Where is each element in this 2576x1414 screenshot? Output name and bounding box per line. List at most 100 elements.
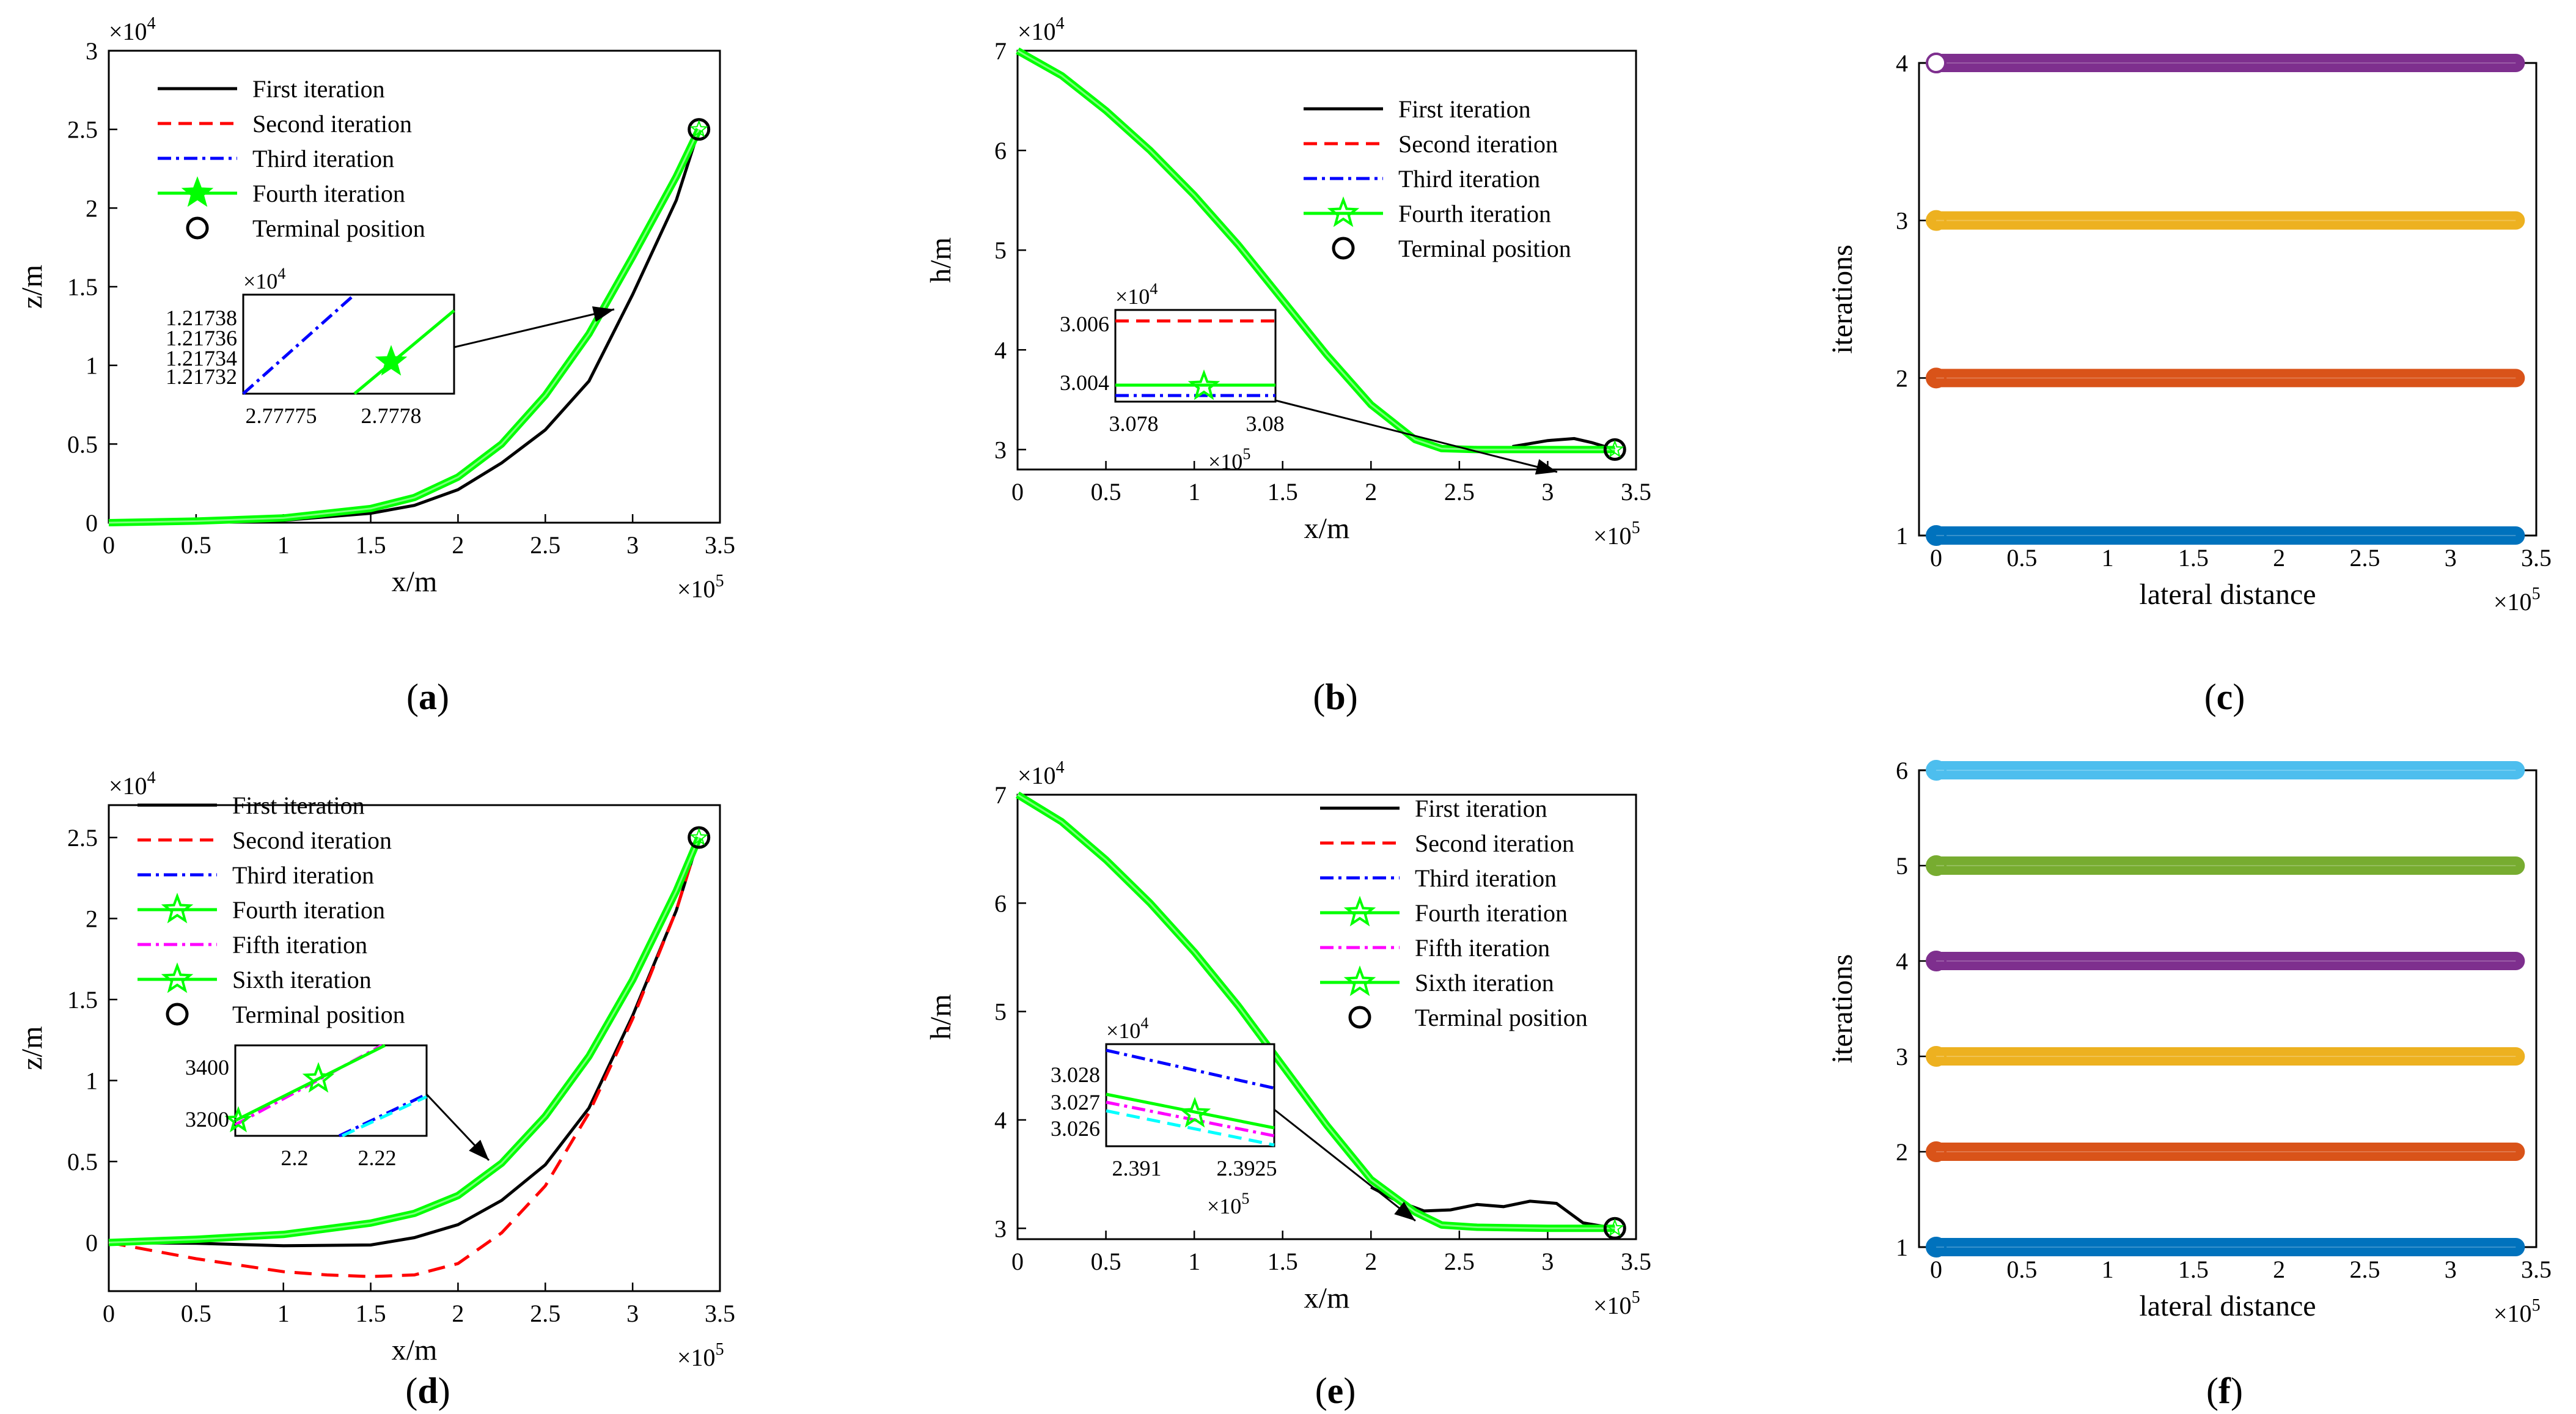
legend-entry: Third iteration [1415, 864, 1557, 892]
x-tick-label: 1 [2102, 1256, 2114, 1283]
x-tick-label: 0 [1930, 544, 1942, 572]
x-exponent-base: ×10 [677, 575, 716, 603]
x-tick-label: 2.5 [1444, 478, 1475, 506]
inset-y-tick-label: 1.21736 [166, 326, 237, 350]
inset-frame [1105, 1043, 1275, 1147]
legend-star-marker [161, 962, 194, 993]
legend-entry: First iteration [1398, 95, 1531, 123]
x-exponent: ×105 [677, 572, 724, 603]
series-line-highlight [108, 837, 700, 1243]
x-tick-label: 2 [1365, 478, 1377, 506]
x-tick-label: 1 [277, 531, 290, 559]
terminal-marker [1603, 438, 1626, 461]
legend-entry: First iteration [252, 75, 385, 103]
x-tick-label: 3.5 [1621, 478, 1651, 506]
legend-entry: Terminal position [1398, 235, 1571, 262]
y-tick-label: 7 [994, 781, 1007, 809]
y-exponent-base: ×10 [1018, 762, 1056, 789]
y-exponent-power: 4 [1056, 758, 1065, 777]
scatter-start-point [1926, 367, 1947, 389]
terminal-star [689, 828, 708, 845]
panel-b: 0 0.5 1 1.5 2 2.5 3 3.534567x/mh/m×105×104(b)Fi… [925, 14, 1651, 717]
x-tick-label: 2.5 [2349, 544, 2380, 572]
y-exponent-base: ×10 [109, 772, 147, 800]
inset-series-line [242, 293, 356, 395]
inset-frame [1114, 309, 1277, 403]
panel-label-open: ( [2204, 677, 2217, 717]
y-exponent: ×104 [1018, 758, 1065, 789]
panel-label: (e) [1315, 1371, 1356, 1411]
series-line-first-iteration [1512, 436, 1616, 451]
axes-frame [1016, 50, 1637, 471]
x-tick-label: 1.5 [356, 1300, 386, 1327]
x-tick-label: 1 [277, 1300, 290, 1327]
y-tick-label: 6 [994, 889, 1007, 917]
y-tick-label: 3 [86, 37, 98, 65]
y-tick-label: 6 [1896, 757, 1908, 784]
y-axis-label: z/m [16, 1026, 48, 1070]
inset-y-exponent: ×104 [243, 265, 285, 293]
y-tick-label: 1.5 [67, 986, 98, 1014]
scatter-row-iteration-4 [1926, 951, 2525, 971]
inset-y-exponent-power: 4 [1150, 280, 1158, 298]
inset-x-tick-label: 2.77775 [246, 403, 317, 428]
legend: First iteration Second iteration Third ite… [158, 75, 425, 242]
zoom-arrow-head [469, 1140, 489, 1160]
panel-e: 0 0.5 1 1.5 2 2.5 3 3.534567x/mh/m×105×104(e)Fi… [925, 758, 1651, 1411]
x-exponent-power: 5 [2532, 584, 2541, 603]
inset-star-marker [302, 1062, 335, 1093]
legend-star-marker [161, 893, 194, 924]
x-tick-label: 1 [1188, 1248, 1200, 1275]
inset-y-tick-label: 3.028 [1051, 1062, 1100, 1087]
inset-x-tick-label: 3.08 [1246, 411, 1285, 436]
y-tick-label: 2.5 [67, 116, 98, 144]
scatter-rows [1926, 53, 2525, 546]
panel-label: (c) [2204, 677, 2245, 717]
inset-y-exponent-base: ×10 [1115, 284, 1150, 309]
panel-label-letter: b [1325, 677, 1345, 717]
plot-lines [108, 118, 711, 526]
y-axis-label: iterations [1826, 245, 1859, 354]
y-axis-label: iterations [1826, 954, 1859, 1064]
inset-star-marker [375, 345, 408, 376]
panel-label-open: ( [405, 1371, 417, 1411]
panel-label-letter: a [419, 677, 437, 717]
panel-f: 0 0.5 1 1.5 2 2.5 3 3.5 1 2 3 4 5 6 lateral distance it… [1826, 757, 2552, 1411]
legend-star-marker [1327, 196, 1360, 227]
x-tick-label: 2 [2273, 544, 2285, 572]
panel-label: (d) [405, 1371, 450, 1411]
zoom-inset: 2.2 2.22 3400 3200 [185, 1044, 490, 1170]
inset-series-line [338, 1092, 428, 1138]
inset-y-tick-label: 3200 [185, 1107, 229, 1132]
scatter-row-iteration-2 [1926, 1141, 2525, 1162]
x-tick-label: 3.5 [705, 531, 735, 559]
y-tick-label: 4 [994, 1107, 1007, 1134]
terminal-star [689, 119, 708, 138]
inset-y-exponent-power: 4 [277, 265, 285, 282]
y-exponent: ×104 [109, 14, 156, 45]
inset-series-line [1106, 1092, 1275, 1130]
panel-d: 0 0.5 1 1.5 2 2.5 3 3.500.511.522.5x/mz/m×105×1… [16, 768, 735, 1411]
scatter-start-point [1926, 1141, 1947, 1162]
legend-entry: Second iteration [1415, 830, 1574, 857]
legend: First iteration Second iteration Third ite… [1304, 95, 1571, 262]
panel-a: 0 0.5 1 1.5 2 2.5 3 3.500.511.522.53x/mz/m×105×… [16, 14, 735, 717]
inset-star-marker [1178, 1097, 1211, 1128]
y-axis-label: h/m [925, 994, 957, 1040]
x-tick-label: 0.5 [181, 1300, 211, 1327]
panel-c: 0 0.5 1 1.5 2 2.5 3 3.5 1 2 3 4 lateral distance iter… [1826, 50, 2552, 717]
legend-marker-terminal [186, 216, 209, 240]
y-tick-label: 3 [994, 436, 1007, 463]
x-exponent-base: ×10 [2493, 1300, 2532, 1327]
inset-x-tick-label: 2.391 [1112, 1156, 1162, 1180]
x-exponent-power: 5 [2532, 1296, 2541, 1315]
x-tick-label: 2.5 [1444, 1248, 1475, 1275]
x-tick-label: 1.5 [2178, 1256, 2209, 1283]
x-tick-label: 2 [452, 1300, 464, 1327]
x-axis-label: x/m [392, 565, 438, 598]
panel-label-close: ) [437, 677, 449, 717]
x-axis-label: lateral distance [2139, 1290, 2316, 1322]
inset-frame [242, 293, 455, 395]
x-tick-label: 1.5 [356, 531, 386, 559]
